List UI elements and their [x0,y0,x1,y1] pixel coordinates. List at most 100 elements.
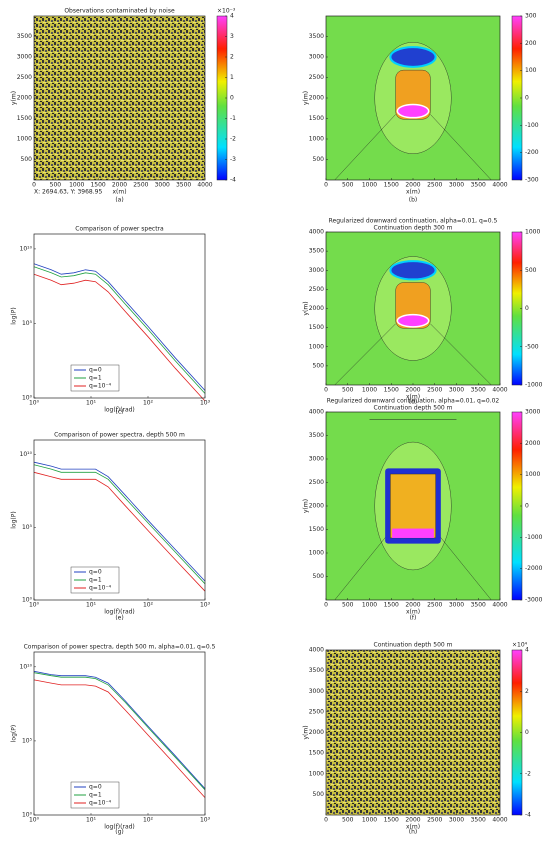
legend-label: q=10⁻⁴ [89,383,112,390]
x-tick-label: 500 [342,387,354,394]
panel-caption: (f) [410,615,417,622]
colorbar-unit: ×10⁴ [512,642,528,649]
colorbar-tick-label: 2 [230,54,234,61]
y-tick-label: 1000 [309,136,324,143]
x-tick-label: 10⁰ [29,400,40,407]
y-tick-label: 500 [313,156,325,163]
y-tick-label: 2000 [17,95,32,102]
y-tick-label: 1000 [309,770,324,777]
x-tick-label: 2000 [405,387,420,394]
y-tick-label: 4000 [309,647,324,654]
panel-caption: (e) [115,615,123,622]
y-tick-label: 3500 [309,432,324,439]
y-tick-label: 1500 [309,526,324,533]
x-label: x(m) [406,824,420,831]
colorbar-unit: ×10⁻³ [217,8,236,15]
y-tick-label: 1000 [17,136,32,143]
y-tick-label: 10¹⁰ [20,451,33,458]
y-tick-label: 2000 [309,305,324,312]
plot-frame [33,651,206,816]
panel-title: Regularized downward continuation, alpha… [327,398,500,405]
high [390,473,436,539]
spectrum-line [33,670,206,789]
x-tick-label: 3000 [449,817,464,824]
colorbar-tick-label: -3000 [525,597,543,604]
colorbar-tick-label: 1000 [525,229,540,236]
colorbar-tick-label: -500 [525,343,539,350]
y-tick-label: 3500 [309,667,324,674]
colorbar-tick-label: -1000 [525,534,543,541]
colorbar-tick-label: -200 [525,149,539,156]
y-tick-label: 3000 [309,688,324,695]
y-tick-label: 1000 [309,343,324,350]
x-tick-label: 1000 [69,182,84,189]
field-image [326,412,500,601]
y-tick-label: 4000 [309,409,324,416]
colorbar-tick-label: 0 [525,95,529,102]
colorbar-tick-label: -1000 [525,382,543,389]
x-tick-label: 1500 [90,182,105,189]
x-tick-label: 2500 [427,182,442,189]
field-image [326,232,500,386]
x-tick-label: 0 [32,182,36,189]
panel-title: Continuation depth 500 m [374,642,453,649]
y-tick-label: 2500 [309,479,324,486]
noise-field [34,16,205,180]
panel-title: Regularized downward continuation, alpha… [329,218,498,225]
x-tick-label: 3000 [155,182,170,189]
panel-caption: (b) [409,197,418,204]
colorbar-tick-label: 0 [525,305,529,312]
y-tick-label: 500 [313,573,325,580]
colorbar-tick-label: 2000 [525,440,540,447]
x-tick-label: 10¹ [86,400,97,407]
y-tick-label: 2500 [309,708,324,715]
y-tick-label: 1000 [309,550,324,557]
y-tick-label: 3000 [17,54,32,61]
colorbar-tick-label: -100 [525,122,539,129]
legend-label: q=1 [89,577,102,584]
panel-subtitle: Continuation depth 500 m [374,405,453,412]
x-tick-label: 2000 [405,182,420,189]
legend-label: q=0 [89,367,102,374]
x-tick-label: 4000 [197,182,212,189]
x-tick-label: 10¹ [86,817,97,824]
x-tick-label: 1500 [384,387,399,394]
x-tick-label: 3500 [471,387,486,394]
y-tick-label: 1500 [309,115,324,122]
contour [334,114,492,181]
x-tick-label: 10³ [200,400,211,407]
panel-caption: (c) [116,409,124,416]
panel-subtitle: Continuation depth 300 m [374,225,453,232]
y-tick-label: 10⁰ [22,597,33,604]
y-label: log(P) [11,725,18,742]
x-tick-label: 2500 [427,387,442,394]
x-tick-label: 2500 [427,817,442,824]
x-tick-label: 2500 [133,182,148,189]
colorbar-tick-label: 500 [525,267,537,274]
x-tick-label: 0 [324,387,328,394]
spectrum-line [33,679,206,798]
y-tick-label: 500 [313,362,325,369]
legend-box [70,781,120,809]
y-tick-label: 2000 [309,729,324,736]
y-tick-label: 1500 [17,115,32,122]
y-tick-label: 10⁵ [22,524,33,531]
panel-title: Comparison of power spectra [75,226,164,233]
x-tick-label: 4000 [492,182,507,189]
spectrum-line [33,471,206,592]
x-tick-label: 2000 [405,817,420,824]
colorbar-tick-label: 200 [525,40,537,47]
x-label: x(m) [406,609,420,616]
x-label: log(f)(rad) [104,407,135,414]
x-tick-label: 10¹ [86,602,97,609]
legend-label: q=1 [89,375,102,382]
x-tick-label: 500 [50,182,62,189]
x-tick-label: 2000 [405,602,420,609]
y-tick-label: 3000 [309,54,324,61]
y-tick-label: 500 [313,791,325,798]
x-tick-label: 10² [143,602,154,609]
spectrum-line [33,273,206,402]
y-label: y(m) [303,91,310,105]
